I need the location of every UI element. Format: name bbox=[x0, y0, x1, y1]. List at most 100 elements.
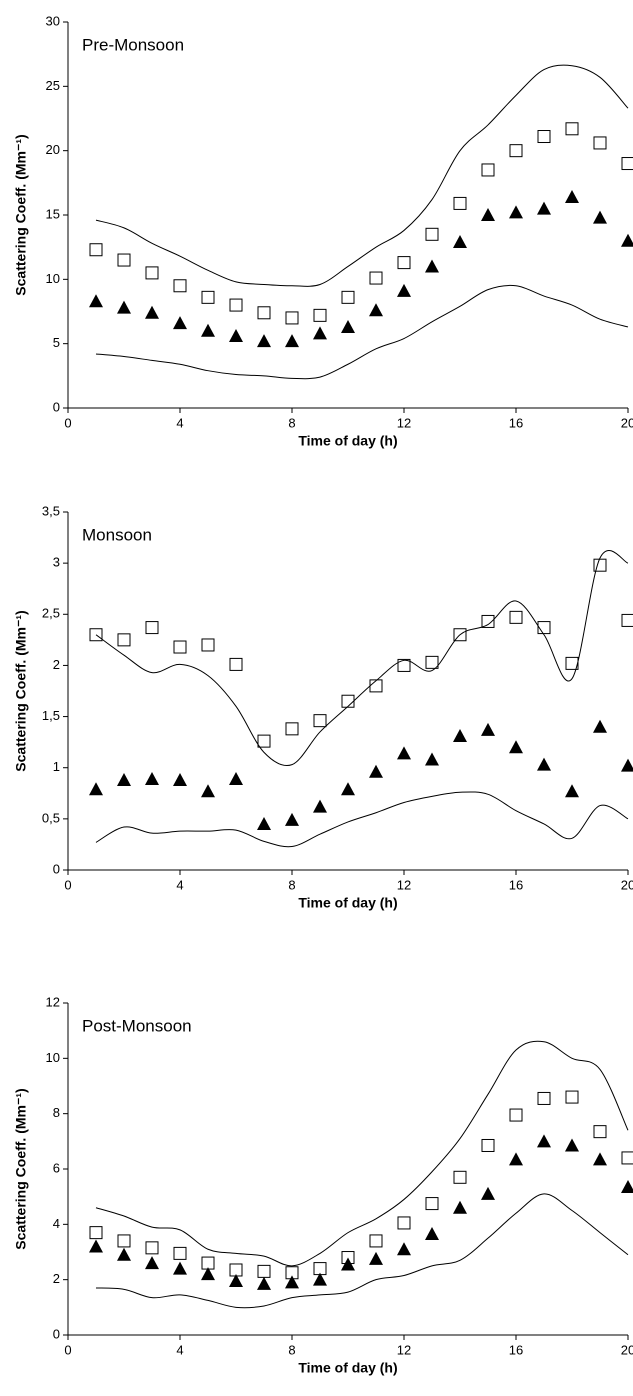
x-tick-label: 0 bbox=[64, 1342, 71, 1357]
x-axis-label: Time of day (h) bbox=[298, 895, 397, 911]
square-point bbox=[341, 290, 355, 304]
triangle-point bbox=[509, 205, 523, 219]
x-tick-label: 20 bbox=[621, 877, 633, 892]
square-point bbox=[537, 130, 551, 144]
square-point bbox=[229, 657, 243, 671]
triangle-point bbox=[509, 1152, 523, 1166]
y-tick-label: 2,5 bbox=[42, 606, 60, 621]
triangle-point bbox=[537, 757, 551, 771]
x-tick-label: 0 bbox=[64, 415, 71, 430]
square-point bbox=[509, 610, 523, 624]
square-point bbox=[481, 614, 495, 628]
square-point bbox=[117, 253, 131, 267]
square-point bbox=[621, 1151, 633, 1165]
square-point bbox=[593, 136, 607, 150]
y-tick-label: 0,5 bbox=[42, 810, 60, 825]
triangle-point bbox=[397, 1242, 411, 1256]
square-point bbox=[621, 157, 633, 171]
y-tick-label: 0 bbox=[53, 861, 60, 876]
triangle-point bbox=[285, 812, 299, 826]
triangle-point bbox=[453, 235, 467, 249]
square-point bbox=[313, 714, 327, 728]
y-tick-label: 0 bbox=[53, 399, 60, 414]
triangle-point bbox=[201, 1267, 215, 1281]
panel-title: Monsoon bbox=[82, 525, 152, 544]
y-tick-label: 4 bbox=[53, 1216, 60, 1231]
x-axis-label: Time of day (h) bbox=[298, 433, 397, 449]
y-tick-label: 15 bbox=[46, 206, 60, 221]
square-point bbox=[397, 1216, 411, 1230]
triangle-point bbox=[145, 771, 159, 785]
x-tick-label: 8 bbox=[288, 877, 295, 892]
square-point bbox=[89, 243, 103, 257]
triangle-point bbox=[341, 782, 355, 796]
triangle-point bbox=[481, 722, 495, 736]
square-point bbox=[173, 640, 187, 654]
square-point bbox=[509, 1108, 523, 1122]
triangle-point bbox=[593, 210, 607, 224]
triangle-point bbox=[509, 740, 523, 754]
triangle-point bbox=[89, 294, 103, 308]
x-tick-label: 16 bbox=[509, 415, 523, 430]
square-point bbox=[593, 558, 607, 572]
square-point bbox=[621, 613, 633, 627]
square-point bbox=[369, 271, 383, 285]
x-tick-label: 4 bbox=[176, 415, 183, 430]
triangle-point bbox=[537, 1134, 551, 1148]
triangle-point bbox=[397, 283, 411, 297]
x-tick-label: 16 bbox=[509, 877, 523, 892]
triangle-point bbox=[369, 303, 383, 317]
triangle-point bbox=[593, 1152, 607, 1166]
triangle-point bbox=[257, 1276, 271, 1290]
y-tick-label: 1 bbox=[53, 759, 60, 774]
y-tick-label: 20 bbox=[46, 142, 60, 157]
square-point bbox=[537, 621, 551, 635]
square-point bbox=[89, 1226, 103, 1240]
x-tick-label: 12 bbox=[397, 877, 411, 892]
square-point bbox=[425, 1197, 439, 1211]
triangle-point bbox=[201, 784, 215, 798]
y-tick-label: 0 bbox=[53, 1326, 60, 1341]
triangle-point bbox=[621, 233, 633, 247]
y-tick-label: 5 bbox=[53, 335, 60, 350]
square-point bbox=[369, 1234, 383, 1248]
square-point bbox=[509, 144, 523, 158]
square-point bbox=[173, 279, 187, 293]
triangle-point bbox=[621, 1179, 633, 1193]
y-tick-label: 8 bbox=[53, 1105, 60, 1120]
y-tick-label: 25 bbox=[46, 78, 60, 93]
triangle-point bbox=[173, 1261, 187, 1275]
square-point bbox=[341, 694, 355, 708]
triangle-point bbox=[229, 1274, 243, 1288]
x-tick-label: 0 bbox=[64, 877, 71, 892]
square-point bbox=[453, 1170, 467, 1184]
envelope-line bbox=[95, 1193, 629, 1309]
square-point bbox=[145, 266, 159, 280]
triangle-point bbox=[173, 316, 187, 330]
square-point bbox=[145, 621, 159, 635]
square-point bbox=[201, 638, 215, 652]
triangle-point bbox=[201, 323, 215, 337]
triangle-point bbox=[117, 772, 131, 786]
triangle-point bbox=[117, 300, 131, 314]
triangle-point bbox=[257, 334, 271, 348]
triangle-point bbox=[565, 189, 579, 203]
triangle-point bbox=[537, 201, 551, 215]
square-point bbox=[397, 658, 411, 672]
x-tick-label: 8 bbox=[288, 415, 295, 430]
y-tick-label: 30 bbox=[46, 13, 60, 28]
x-tick-label: 20 bbox=[621, 415, 633, 430]
square-point bbox=[565, 122, 579, 136]
square-point bbox=[537, 1091, 551, 1105]
envelope-line bbox=[95, 284, 629, 380]
y-axis-label: Scattering Coeff. (Mm⁻¹) bbox=[13, 610, 29, 771]
square-point bbox=[565, 1090, 579, 1104]
triangle-point bbox=[341, 1257, 355, 1271]
triangle-point bbox=[397, 746, 411, 760]
panel-title: Pre-Monsoon bbox=[82, 35, 184, 54]
triangle-point bbox=[173, 772, 187, 786]
square-point bbox=[369, 679, 383, 693]
triangle-point bbox=[285, 1275, 299, 1289]
square-point bbox=[425, 227, 439, 241]
